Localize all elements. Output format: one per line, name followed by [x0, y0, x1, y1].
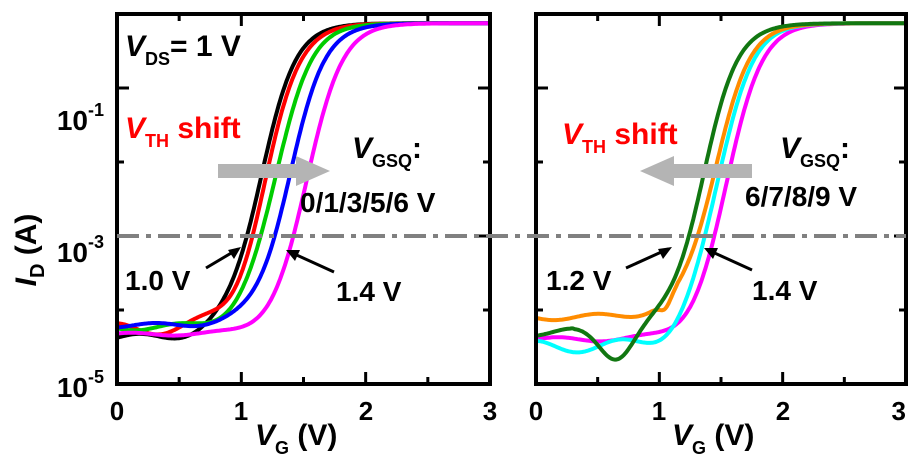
- vth-value-left: 1.0 V: [125, 265, 191, 296]
- vgsq-label: VGSQ:: [352, 132, 422, 171]
- vth-value-left: 1.2 V: [546, 265, 612, 296]
- right-panel: 0 1 2 3 VG (V) VTH shift VGSQ: 6/7/8/9 V…: [529, 12, 908, 458]
- vth-value-right: 1.4 V: [752, 275, 818, 306]
- left-x-tick-label: 3: [483, 396, 497, 426]
- left-panel-curves: [116, 21, 491, 341]
- y-tick-label-1e-1: 10-1: [57, 100, 104, 136]
- series-line-darkgreen: [535, 21, 907, 362]
- vth-shift-label: VTH shift: [125, 112, 241, 151]
- left-panel: 0 1 2 3 VG (V) VDS= 1 V VTH shift VGSQ: …: [110, 12, 497, 458]
- vth-value-right: 1.4 V: [336, 276, 402, 307]
- right-x-tick-label: 2: [776, 396, 790, 426]
- left-x-tick-label: 1: [234, 396, 248, 426]
- right-plot-frame: [534, 12, 908, 386]
- vgsq-label: VGSQ:: [780, 132, 850, 171]
- right-x-tick-label: 0: [529, 396, 543, 426]
- y-axis-label: ID (A): [10, 214, 49, 287]
- vgsq-values: 6/7/8/9 V: [745, 181, 857, 212]
- vds-annotation: VDS= 1 V: [125, 30, 241, 69]
- right-x-tick-label: 1: [652, 396, 666, 426]
- vth-arrow-left: [625, 247, 672, 270]
- svg-text:10-1: 10-1: [57, 100, 104, 136]
- vgsq-values: 0/1/3/5/6 V: [300, 187, 436, 218]
- left-x-tick-label: 2: [359, 396, 373, 426]
- shift-arrow-right: [218, 156, 330, 186]
- vth-arrow-left: [205, 247, 241, 270]
- shift-arrow-left: [640, 156, 752, 186]
- vth-arrow-right: [286, 250, 335, 274]
- right-x-axis-label: VG (V): [672, 419, 754, 458]
- left-x-tick-label: 0: [110, 396, 124, 426]
- svg-text:ID (A): ID (A): [10, 214, 49, 287]
- vth-arrow-right: [704, 248, 753, 272]
- left-plot-frame: [115, 12, 492, 386]
- svg-text:10-5: 10-5: [57, 367, 104, 403]
- series-line-magenta: [116, 21, 491, 338]
- left-x-axis-label: VG (V): [255, 419, 337, 458]
- right-x-tick-label: 3: [892, 396, 906, 426]
- y-tick-label-1e-3: 10-3: [57, 232, 104, 268]
- svg-text:10-3: 10-3: [57, 232, 104, 268]
- y-tick-label-1e-5: 10-5: [57, 367, 104, 403]
- vth-shift-label: VTH shift: [562, 118, 678, 157]
